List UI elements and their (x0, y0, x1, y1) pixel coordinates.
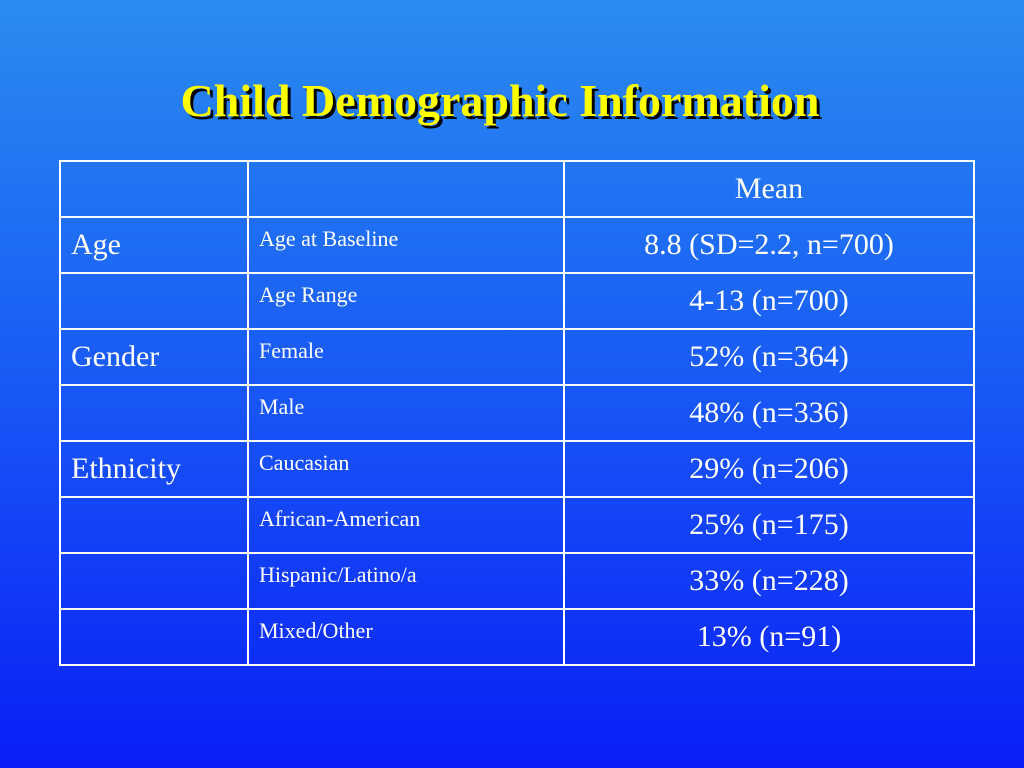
demographics-table: Mean Age Age at Baseline 8.8 (SD=2.2, n=… (59, 160, 975, 666)
value-cell: 13% (n=91) (563, 608, 975, 666)
item-cell: Caucasian (247, 440, 565, 498)
table-header-row: Mean (59, 160, 975, 218)
item-cell: Male (247, 384, 565, 442)
slide-title: Child Demographic Information (180, 75, 820, 126)
category-cell (59, 272, 249, 330)
item-cell: African-American (247, 496, 565, 554)
table-row: Ethnicity Caucasian 29% (n=206) (59, 440, 975, 498)
header-cell-mean: Mean (563, 160, 975, 218)
table-row: Male 48% (n=336) (59, 384, 975, 442)
value-cell: 4-13 (n=700) (563, 272, 975, 330)
category-cell: Gender (59, 328, 249, 386)
category-cell: Ethnicity (59, 440, 249, 498)
table-row: Age Range 4-13 (n=700) (59, 272, 975, 330)
table-row: Hispanic/Latino/a 33% (n=228) (59, 552, 975, 610)
table-row: Mixed/Other 13% (n=91) (59, 608, 975, 666)
item-cell: Age at Baseline (247, 216, 565, 274)
category-cell: Age (59, 216, 249, 274)
item-cell: Age Range (247, 272, 565, 330)
table-row: African-American 25% (n=175) (59, 496, 975, 554)
category-cell (59, 552, 249, 610)
value-cell: 52% (n=364) (563, 328, 975, 386)
category-cell (59, 496, 249, 554)
category-cell (59, 384, 249, 442)
table-row: Gender Female 52% (n=364) (59, 328, 975, 386)
header-cell-category (59, 160, 249, 218)
value-cell: 48% (n=336) (563, 384, 975, 442)
table-row: Age Age at Baseline 8.8 (SD=2.2, n=700) (59, 216, 975, 274)
value-cell: 29% (n=206) (563, 440, 975, 498)
item-cell: Hispanic/Latino/a (247, 552, 565, 610)
value-cell: 33% (n=228) (563, 552, 975, 610)
header-cell-item (247, 160, 565, 218)
category-cell (59, 608, 249, 666)
item-cell: Mixed/Other (247, 608, 565, 666)
value-cell: 8.8 (SD=2.2, n=700) (563, 216, 975, 274)
value-cell: 25% (n=175) (563, 496, 975, 554)
item-cell: Female (247, 328, 565, 386)
